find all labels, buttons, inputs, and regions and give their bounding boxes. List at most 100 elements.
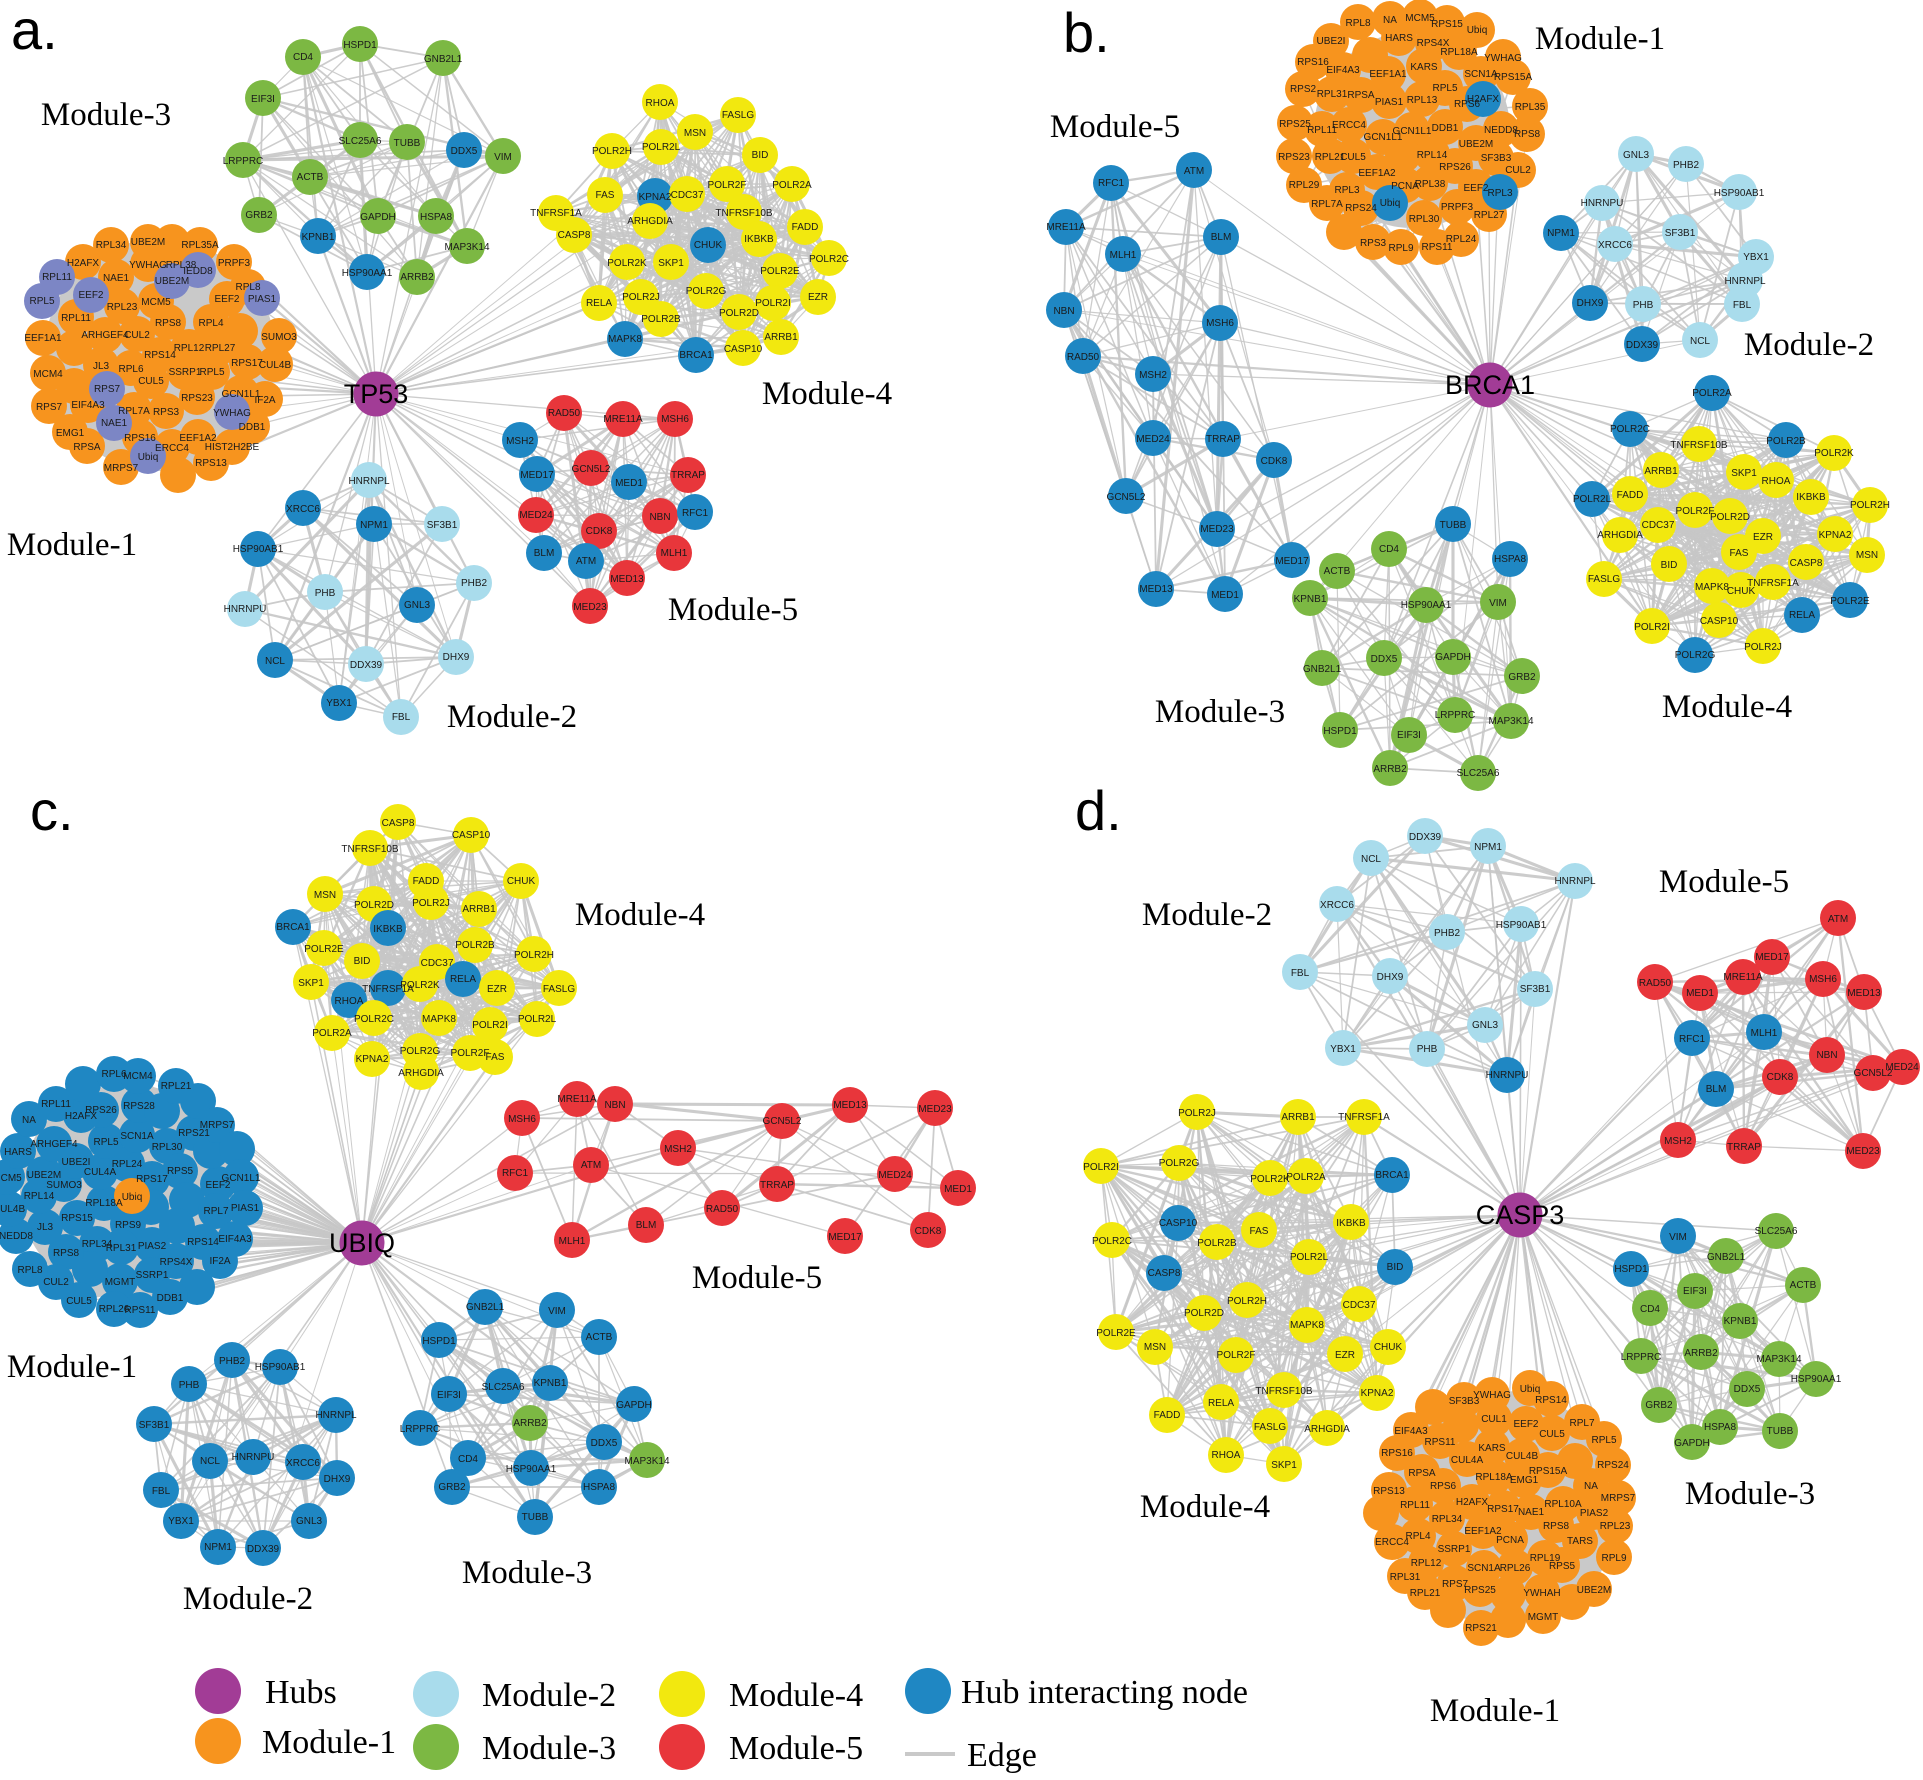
svg-text:MED24: MED24 (1136, 434, 1170, 445)
svg-text:POLR2K: POLR2K (400, 980, 440, 991)
svg-text:GAPDH: GAPDH (360, 212, 396, 223)
svg-text:RPL14: RPL14 (24, 1191, 55, 1202)
svg-text:FBL: FBL (1291, 968, 1310, 979)
svg-text:RHOA: RHOA (335, 996, 364, 1007)
svg-text:RPL7: RPL7 (1569, 1418, 1594, 1429)
svg-text:RPS8: RPS8 (53, 1248, 80, 1259)
svg-text:TUBB: TUBB (1767, 1426, 1794, 1437)
svg-text:BID: BID (1661, 560, 1678, 571)
svg-text:RPS11: RPS11 (1422, 242, 1453, 253)
svg-text:DHX9: DHX9 (443, 652, 470, 663)
svg-text:FADD: FADD (792, 222, 819, 233)
svg-text:POLR2K: POLR2K (607, 258, 647, 269)
svg-text:POLR2B: POLR2B (455, 940, 495, 951)
svg-text:RPL10A: RPL10A (1544, 1499, 1582, 1510)
svg-text:TNFRSF10B: TNFRSF10B (341, 844, 399, 855)
svg-text:SF3B1: SF3B1 (139, 1420, 170, 1431)
svg-text:FASLG: FASLG (722, 110, 754, 121)
svg-text:MAPK8: MAPK8 (1290, 1320, 1324, 1331)
svg-text:EZR: EZR (1335, 1350, 1355, 1361)
svg-text:CDC37: CDC37 (671, 190, 704, 201)
svg-text:MSN: MSN (1856, 550, 1878, 561)
svg-text:HNRNPL: HNRNPL (315, 1410, 357, 1421)
svg-text:POLR2C: POLR2C (1092, 1236, 1132, 1247)
svg-text:TUBB: TUBB (1440, 520, 1467, 531)
svg-text:POLR2H: POLR2H (514, 950, 554, 961)
svg-text:SSRP1: SSRP1 (136, 1270, 169, 1281)
svg-text:EIF3I: EIF3I (251, 94, 275, 105)
svg-text:POLR2F: POLR2F (1676, 506, 1715, 517)
svg-text:EIF4A3: EIF4A3 (1394, 1426, 1428, 1437)
svg-text:MSN: MSN (314, 890, 336, 901)
svg-text:RPL24: RPL24 (1446, 234, 1477, 245)
svg-text:MAP3K14: MAP3K14 (444, 242, 489, 253)
svg-text:MSN: MSN (684, 128, 706, 139)
svg-text:POLR2A: POLR2A (312, 1028, 352, 1039)
svg-text:FBL: FBL (152, 1486, 171, 1497)
svg-text:POLR2E: POLR2E (1830, 596, 1870, 607)
svg-text:RPS13: RPS13 (1373, 1486, 1405, 1497)
svg-text:RAD50: RAD50 (1067, 352, 1100, 363)
svg-text:KPNA2: KPNA2 (1819, 530, 1852, 541)
svg-text:BRCA1: BRCA1 (1445, 370, 1535, 400)
svg-text:CASP8: CASP8 (558, 230, 591, 241)
svg-text:FASLG: FASLG (543, 984, 575, 995)
svg-text:Module-3: Module-3 (41, 97, 171, 133)
svg-text:RPL21: RPL21 (1410, 1588, 1441, 1599)
svg-text:EEF2: EEF2 (1463, 183, 1488, 194)
svg-text:FAS: FAS (1730, 548, 1749, 559)
svg-text:SLC25A6: SLC25A6 (1457, 768, 1500, 779)
svg-text:RPL7A: RPL7A (1311, 199, 1343, 210)
svg-text:GNL3: GNL3 (1472, 1020, 1499, 1031)
svg-text:PCNA: PCNA (1391, 181, 1419, 192)
svg-text:SF3B1: SF3B1 (427, 520, 458, 531)
svg-text:GNL3: GNL3 (296, 1516, 323, 1527)
svg-text:Module-1: Module-1 (1430, 1693, 1560, 1729)
svg-text:KARS: KARS (1410, 62, 1438, 73)
svg-text:POLR2D: POLR2D (1184, 1308, 1224, 1319)
svg-text:TNFRSF10B: TNFRSF10B (1670, 440, 1728, 451)
svg-text:VIM: VIM (1489, 598, 1507, 609)
svg-text:EEF1A2: EEF1A2 (1358, 168, 1396, 179)
svg-text:Module-3: Module-3 (482, 1730, 616, 1767)
svg-text:GNL3: GNL3 (1623, 150, 1650, 161)
svg-text:PIAS1: PIAS1 (231, 1203, 260, 1214)
svg-text:GAPDH: GAPDH (1435, 652, 1471, 663)
svg-text:EEF1A2: EEF1A2 (179, 433, 217, 444)
svg-text:POLR2A: POLR2A (1286, 1172, 1326, 1183)
svg-text:RPL23: RPL23 (1600, 1521, 1631, 1532)
svg-text:XRCC6: XRCC6 (1320, 900, 1354, 911)
svg-text:HNRNPL: HNRNPL (348, 476, 390, 487)
svg-text:HNRNPL: HNRNPL (1554, 876, 1596, 887)
svg-text:IKBKB: IKBKB (1796, 492, 1826, 503)
svg-text:SUMO3: SUMO3 (261, 332, 297, 343)
svg-text:MED1: MED1 (944, 1184, 972, 1195)
svg-text:Hubs: Hubs (265, 1674, 337, 1711)
svg-text:Module-4: Module-4 (729, 1677, 863, 1714)
svg-text:CUL4B: CUL4B (0, 1204, 25, 1215)
svg-text:a.: a. (11, 0, 58, 61)
svg-text:BLM: BLM (1211, 232, 1232, 243)
svg-text:MRPS7: MRPS7 (104, 463, 139, 474)
svg-text:SKP1: SKP1 (658, 258, 684, 269)
svg-text:RPS21: RPS21 (1465, 1623, 1497, 1634)
svg-text:GAPDH: GAPDH (616, 1400, 652, 1411)
svg-text:UBE2M: UBE2M (131, 237, 165, 248)
svg-text:RPL24: RPL24 (112, 1159, 143, 1170)
svg-text:MRPS7: MRPS7 (1601, 1493, 1636, 1504)
svg-text:FADD: FADD (1154, 1410, 1181, 1421)
svg-text:RPL27: RPL27 (205, 343, 236, 354)
svg-text:POLR2E: POLR2E (760, 266, 800, 277)
svg-text:MED1: MED1 (615, 478, 643, 489)
svg-text:Module-4: Module-4 (575, 897, 705, 933)
svg-text:POLR2J: POLR2J (622, 292, 660, 303)
svg-text:RELA: RELA (586, 298, 612, 309)
svg-text:ARRB2: ARRB2 (513, 1418, 547, 1429)
svg-text:RHOA: RHOA (1212, 1450, 1241, 1461)
svg-text:IF2A: IF2A (209, 1256, 230, 1267)
svg-text:DDB1: DDB1 (239, 422, 266, 433)
svg-text:ATM: ATM (576, 556, 596, 567)
svg-text:YBX1: YBX1 (1330, 1044, 1356, 1055)
svg-text:RAD50: RAD50 (548, 408, 581, 419)
svg-text:HNRNPU: HNRNPU (1581, 198, 1624, 209)
